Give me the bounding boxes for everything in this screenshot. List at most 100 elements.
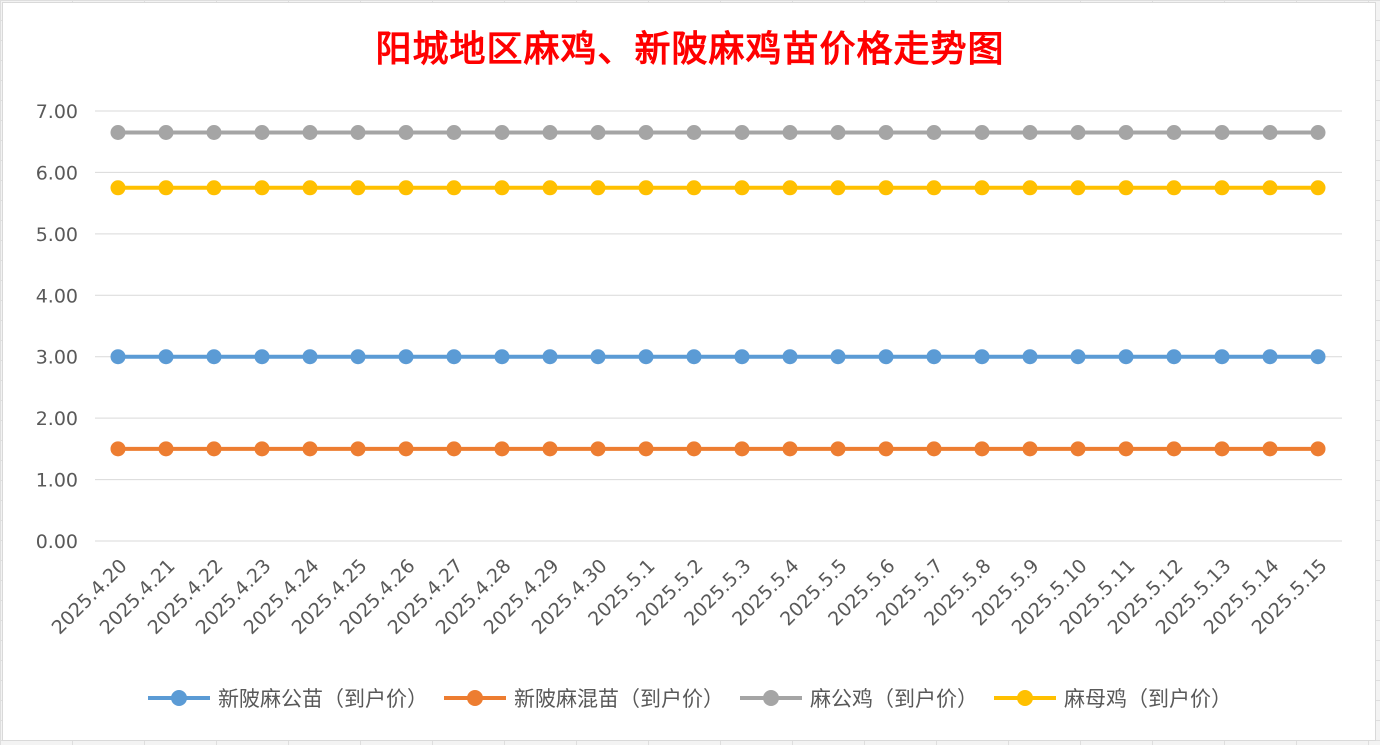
data-point[interactable]: [1022, 441, 1038, 457]
data-point[interactable]: [158, 441, 174, 457]
data-point[interactable]: [542, 441, 558, 457]
data-point[interactable]: [686, 349, 702, 365]
data-point[interactable]: [542, 125, 558, 140]
data-point[interactable]: [350, 180, 366, 196]
data-point[interactable]: [782, 441, 798, 457]
data-point[interactable]: [878, 441, 894, 457]
data-point[interactable]: [1070, 349, 1086, 365]
data-point[interactable]: [782, 125, 798, 140]
data-point[interactable]: [110, 349, 126, 365]
data-point[interactable]: [974, 441, 990, 457]
data-point[interactable]: [1214, 441, 1230, 457]
data-point[interactable]: [1022, 125, 1038, 140]
data-point[interactable]: [974, 180, 990, 196]
legend-entry[interactable]: 麻母鸡（到户价）: [994, 683, 1232, 713]
data-point[interactable]: [686, 125, 702, 140]
data-point[interactable]: [1310, 180, 1326, 196]
data-point[interactable]: [494, 349, 510, 365]
data-point[interactable]: [446, 349, 462, 365]
data-point[interactable]: [1070, 180, 1086, 196]
data-point[interactable]: [638, 349, 654, 365]
data-point[interactable]: [494, 125, 510, 140]
data-point[interactable]: [542, 349, 558, 365]
data-point[interactable]: [542, 180, 558, 196]
data-point[interactable]: [350, 441, 366, 457]
data-point[interactable]: [206, 441, 222, 457]
data-point[interactable]: [158, 125, 174, 140]
data-point[interactable]: [1118, 180, 1134, 196]
data-point[interactable]: [590, 180, 606, 196]
data-point[interactable]: [446, 125, 462, 140]
data-point[interactable]: [206, 180, 222, 196]
data-point[interactable]: [590, 441, 606, 457]
data-point[interactable]: [1166, 349, 1182, 365]
data-point[interactable]: [1214, 125, 1230, 140]
data-point[interactable]: [1310, 125, 1326, 140]
data-point[interactable]: [1022, 180, 1038, 196]
data-point[interactable]: [734, 441, 750, 457]
data-point[interactable]: [1214, 349, 1230, 365]
data-point[interactable]: [830, 180, 846, 196]
data-point[interactable]: [830, 349, 846, 365]
data-point[interactable]: [926, 349, 942, 365]
data-point[interactable]: [158, 180, 174, 196]
data-point[interactable]: [1166, 441, 1182, 457]
data-point[interactable]: [302, 349, 318, 365]
data-point[interactable]: [1118, 349, 1134, 365]
data-point[interactable]: [302, 125, 318, 140]
data-point[interactable]: [878, 349, 894, 365]
data-point[interactable]: [1262, 125, 1278, 140]
data-point[interactable]: [254, 349, 270, 365]
data-point[interactable]: [1070, 441, 1086, 457]
data-point[interactable]: [638, 441, 654, 457]
data-point[interactable]: [110, 180, 126, 196]
data-point[interactable]: [398, 349, 414, 365]
data-point[interactable]: [926, 180, 942, 196]
data-point[interactable]: [254, 441, 270, 457]
legend-entry[interactable]: 麻公鸡（到户价）: [740, 683, 978, 713]
data-point[interactable]: [110, 125, 126, 140]
data-point[interactable]: [1022, 349, 1038, 365]
data-point[interactable]: [878, 180, 894, 196]
legend-entry[interactable]: 新陂麻公苗（到户价）: [148, 683, 428, 713]
data-point[interactable]: [1262, 349, 1278, 365]
data-point[interactable]: [782, 180, 798, 196]
data-point[interactable]: [878, 125, 894, 140]
data-point[interactable]: [590, 125, 606, 140]
data-point[interactable]: [782, 349, 798, 365]
data-point[interactable]: [926, 441, 942, 457]
legend-entry[interactable]: 新陂麻混苗（到户价）: [444, 683, 724, 713]
data-point[interactable]: [734, 125, 750, 140]
data-point[interactable]: [638, 125, 654, 140]
data-point[interactable]: [638, 180, 654, 196]
data-point[interactable]: [734, 349, 750, 365]
data-point[interactable]: [494, 441, 510, 457]
data-point[interactable]: [350, 125, 366, 140]
data-point[interactable]: [974, 349, 990, 365]
data-point[interactable]: [206, 125, 222, 140]
data-point[interactable]: [974, 125, 990, 140]
data-point[interactable]: [494, 180, 510, 196]
data-point[interactable]: [254, 125, 270, 140]
data-point[interactable]: [254, 180, 270, 196]
data-point[interactable]: [1118, 441, 1134, 457]
data-point[interactable]: [1310, 441, 1326, 457]
data-point[interactable]: [446, 441, 462, 457]
data-point[interactable]: [1118, 125, 1134, 140]
data-point[interactable]: [1214, 180, 1230, 196]
data-point[interactable]: [158, 349, 174, 365]
data-point[interactable]: [830, 125, 846, 140]
data-point[interactable]: [398, 125, 414, 140]
data-point[interactable]: [398, 180, 414, 196]
data-point[interactable]: [686, 441, 702, 457]
data-point[interactable]: [398, 441, 414, 457]
data-point[interactable]: [350, 349, 366, 365]
data-point[interactable]: [590, 349, 606, 365]
data-point[interactable]: [1310, 349, 1326, 365]
data-point[interactable]: [110, 441, 126, 457]
data-point[interactable]: [1166, 125, 1182, 140]
data-point[interactable]: [206, 349, 222, 365]
data-point[interactable]: [302, 441, 318, 457]
data-point[interactable]: [1070, 125, 1086, 140]
